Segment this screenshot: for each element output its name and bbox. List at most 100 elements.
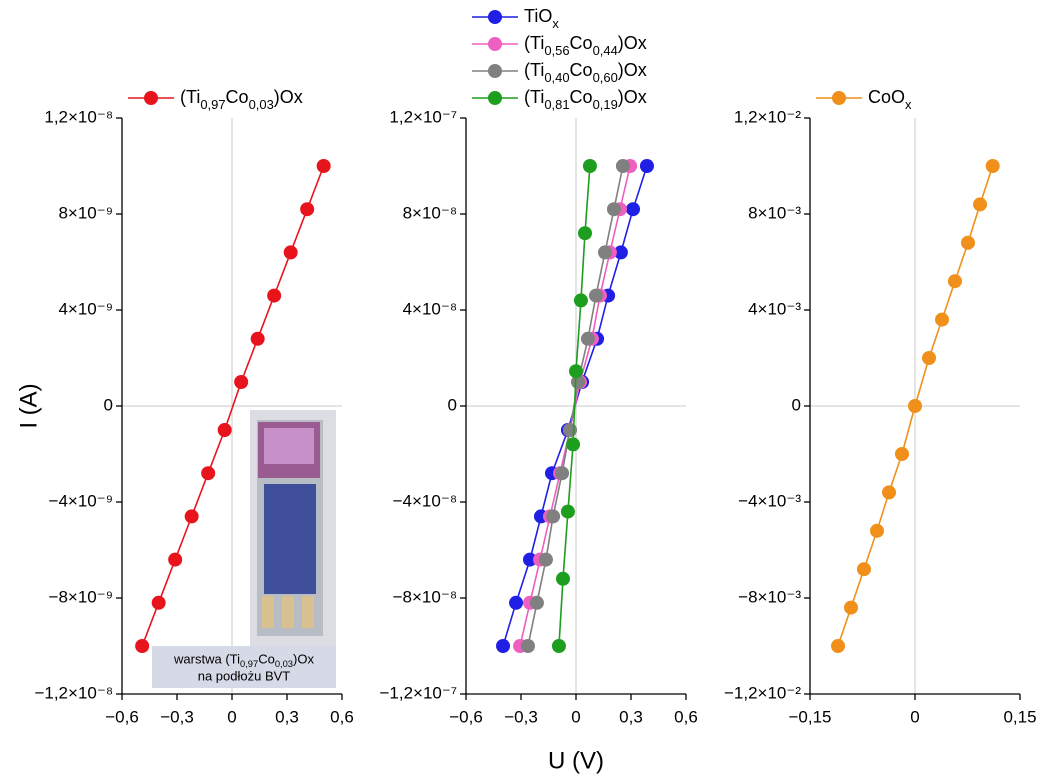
y-tick-label: 1,2×10⁻² [734, 107, 801, 126]
data-point [538, 552, 553, 567]
x-tick-label: −0,3 [504, 707, 538, 726]
data-point [566, 437, 581, 452]
data-point [577, 226, 592, 241]
data-point [184, 509, 199, 524]
data-point [316, 159, 331, 173]
data-point [571, 375, 586, 389]
legend-label: (Ti0,56Co0,44)Ox [524, 33, 647, 58]
legend-marker [144, 91, 158, 105]
y-tick-label: −4×10⁻⁸ [393, 491, 457, 510]
data-point [217, 423, 232, 437]
y-axis-title: I (A) [15, 383, 42, 428]
legend-label: (Ti0,40Co0,60)Ox [524, 60, 647, 85]
y-tick-label: −4×10⁻³ [738, 491, 801, 510]
y-tick-label: 8×10⁻³ [748, 203, 801, 222]
data-point [582, 159, 597, 173]
legend-marker [488, 64, 502, 78]
x-tick-label: 0,6 [674, 707, 698, 726]
x-tick-label: −0,15 [788, 707, 831, 726]
x-tick-label: 0,3 [275, 707, 299, 726]
x-tick-label: 0 [571, 707, 580, 726]
data-point [562, 423, 577, 437]
pad [282, 596, 294, 628]
y-tick-label: −8×10⁻³ [738, 587, 801, 606]
data-point [573, 293, 588, 308]
y-tick-label: 1,2×10⁻⁷ [389, 107, 457, 126]
data-point [869, 523, 884, 538]
data-point [135, 639, 150, 653]
pad [262, 596, 274, 628]
film-pattern [264, 428, 314, 464]
data-point [520, 639, 535, 653]
y-tick-label: 4×10⁻³ [748, 299, 801, 318]
series-line [141, 165, 325, 647]
data-point [985, 159, 1000, 173]
data-point [588, 288, 603, 303]
data-point [615, 159, 630, 173]
contacts [264, 484, 316, 594]
data-point [168, 552, 183, 567]
data-point [201, 466, 216, 481]
y-tick-label: −1,2×10⁻² [724, 683, 801, 702]
legend-label: (Ti0,97Co0,03)Ox [180, 87, 303, 112]
data-point [267, 288, 282, 303]
pad [302, 596, 314, 628]
x-tick-label: 0 [910, 707, 919, 726]
data-point [960, 235, 975, 250]
x-tick-label: 0,15 [1003, 707, 1036, 726]
legend-label: (Ti0,81Co0,19)Ox [524, 87, 647, 112]
y-tick-label: −1,2×10⁻⁷ [379, 683, 457, 702]
y-tick-label: 8×10⁻⁸ [403, 203, 457, 222]
x-tick-label: −0,3 [160, 707, 194, 726]
data-point [560, 504, 575, 519]
data-point [844, 600, 859, 615]
x-tick-label: 0,6 [330, 707, 354, 726]
x-tick-label: −0,6 [105, 707, 139, 726]
x-tick-label: 0,3 [619, 707, 643, 726]
x-tick-label: −0,6 [449, 707, 483, 726]
data-point [947, 274, 962, 289]
data-point [151, 595, 166, 610]
y-tick-label: 0 [448, 395, 457, 414]
data-point [580, 331, 595, 346]
data-point [509, 595, 524, 610]
y-tick-label: 8×10⁻⁹ [58, 203, 113, 222]
data-point [639, 159, 654, 173]
data-point [234, 375, 249, 389]
y-tick-label: 4×10⁻⁹ [58, 299, 113, 318]
y-tick-label: 4×10⁻⁸ [403, 299, 457, 318]
data-point [606, 202, 621, 217]
data-point [894, 447, 909, 461]
data-point [496, 639, 511, 653]
y-tick-label: 0 [792, 395, 801, 414]
data-point [522, 552, 537, 567]
x-axis-title: U (V) [548, 747, 604, 774]
annotation-box [152, 646, 336, 688]
data-point [569, 364, 583, 379]
series-line [558, 165, 591, 647]
y-tick-label: −8×10⁻⁸ [393, 587, 457, 606]
y-tick-label: 1,2×10⁻⁸ [44, 107, 113, 126]
legend-marker [832, 91, 846, 105]
legend-label: TiOx [524, 6, 559, 31]
data-point [283, 245, 298, 260]
y-tick-label: 0 [104, 395, 113, 414]
data-point [856, 562, 871, 577]
data-point [935, 312, 950, 327]
annotation: na podłożu BVT [198, 668, 291, 683]
legend-marker [488, 10, 502, 24]
legend-marker [488, 37, 502, 51]
y-tick-label: −1,2×10⁻⁸ [34, 683, 113, 702]
data-point [613, 245, 628, 260]
data-point [529, 595, 544, 610]
data-point [922, 351, 936, 365]
data-point [551, 639, 566, 653]
data-point [546, 509, 561, 524]
legend-label: CoOx [868, 87, 912, 112]
data-point [831, 639, 845, 653]
legend-marker [488, 91, 502, 105]
data-point [626, 202, 641, 217]
data-point [597, 245, 612, 260]
